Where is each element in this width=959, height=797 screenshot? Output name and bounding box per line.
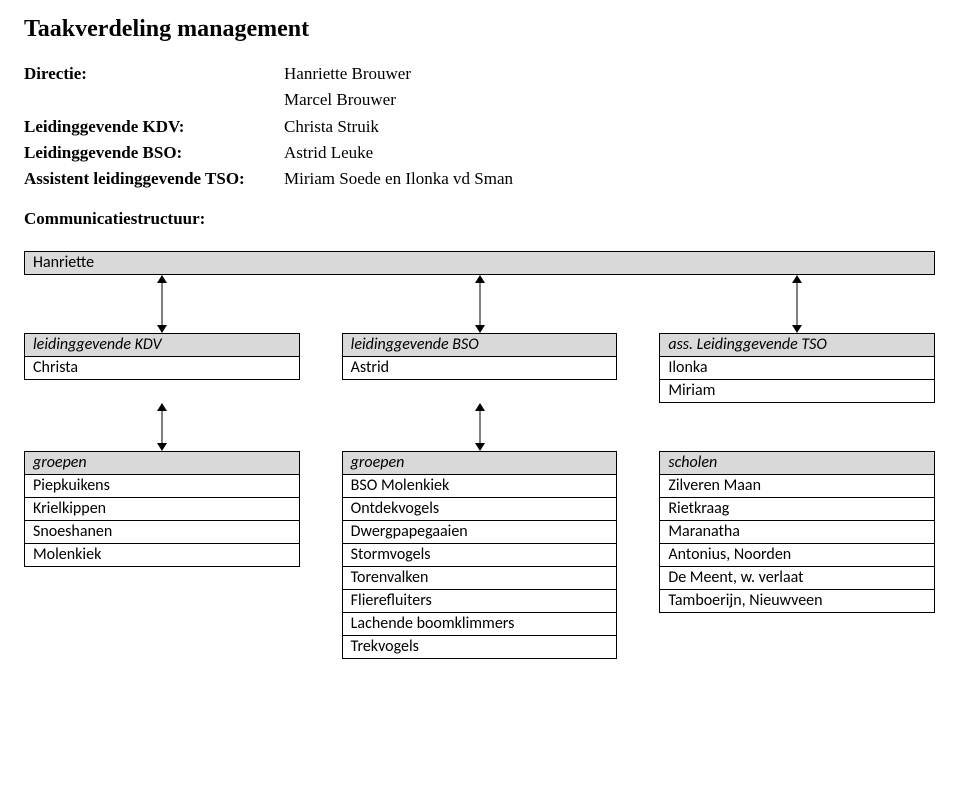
role-head: leidinggevende BSO [343, 334, 617, 357]
connector-cell [24, 403, 300, 451]
connector-cell [342, 275, 618, 333]
top-bar: Hanriette [24, 251, 935, 275]
group-item: Torenvalken [343, 566, 617, 589]
group-item: Dwergpapegaaien [343, 520, 617, 543]
group-head: scholen [660, 452, 934, 475]
role-bar: leidinggevende BSO Astrid [342, 333, 618, 380]
role-person: Ilonka [660, 357, 934, 379]
role-head: ass. Leidinggevende TSO [660, 334, 934, 357]
group-head: groepen [25, 452, 299, 475]
group-item: Flierefluiters [343, 589, 617, 612]
role-head: leidinggevende KDV [25, 334, 299, 357]
group-item: Antonius, Noorden [660, 543, 934, 566]
kv-value: Hanriette Brouwer [284, 61, 935, 87]
group-item: Piepkuikens [25, 475, 299, 497]
role-person: Astrid [343, 357, 617, 379]
connector-cell [24, 275, 300, 333]
kv-block: Directie:Hanriette Brouwer Marcel Brouwe… [24, 61, 935, 193]
role-person: Miriam [660, 379, 934, 402]
double-arrow-icon [777, 275, 817, 333]
double-arrow-icon [142, 275, 182, 333]
group-bar: groepen BSO Molenkiek Ontdekvogels Dwerg… [342, 451, 618, 659]
group-bar: scholen Zilveren Maan Rietkraag Maranath… [659, 451, 935, 613]
kv-value: Christa Struik [284, 114, 935, 140]
kv-label: Leidinggevende KDV: [24, 114, 284, 140]
group-item: Trekvogels [343, 635, 617, 658]
double-arrow-icon [460, 275, 500, 333]
double-arrow-icon [460, 403, 500, 451]
group-item: Maranatha [660, 520, 934, 543]
group-item: Rietkraag [660, 497, 934, 520]
kv-label: Directie: [24, 61, 284, 87]
connector-cell [342, 403, 618, 451]
role-bar: leidinggevende KDV Christa [24, 333, 300, 380]
group-item: Lachende boomklimmers [343, 612, 617, 635]
page-title: Taakverdeling management [24, 16, 935, 43]
top-bar-label: Hanriette [25, 252, 934, 274]
spacer-icon [777, 403, 817, 451]
groups-row: groepen Piepkuikens Krielkippen Snoeshan… [24, 451, 935, 659]
role-bar: ass. Leidinggevende TSO Ilonka Miriam [659, 333, 935, 403]
group-bar: groepen Piepkuikens Krielkippen Snoeshan… [24, 451, 300, 567]
kv-value: Marcel Brouwer [284, 87, 935, 113]
group-item: Snoeshanen [25, 520, 299, 543]
group-item: Ontdekvogels [343, 497, 617, 520]
group-head: groepen [343, 452, 617, 475]
group-item: Tamboerijn, Nieuwveen [660, 589, 934, 612]
org-chart: Hanriette leidinggevende KDV Christa lei… [24, 251, 935, 659]
connector-cell-empty [659, 403, 935, 451]
kv-label: Assistent leidinggevende TSO: [24, 166, 284, 192]
double-arrow-icon [142, 403, 182, 451]
kv-label: Leidinggevende BSO: [24, 140, 284, 166]
group-item: BSO Molenkiek [343, 475, 617, 497]
kv-value: Astrid Leuke [284, 140, 935, 166]
group-item: Stormvogels [343, 543, 617, 566]
connector-row-mid [24, 403, 935, 451]
connector-cell [659, 275, 935, 333]
group-item: Krielkippen [25, 497, 299, 520]
group-item: Zilveren Maan [660, 475, 934, 497]
kv-label [24, 87, 284, 113]
subhead: Communicatiestructuur: [24, 209, 935, 229]
group-item: Molenkiek [25, 543, 299, 566]
role-person: Christa [25, 357, 299, 379]
kv-value: Miriam Soede en Ilonka vd Sman [284, 166, 935, 192]
group-item: De Meent, w. verlaat [660, 566, 934, 589]
role-row: leidinggevende KDV Christa leidinggevend… [24, 333, 935, 403]
connector-row-top [24, 275, 935, 333]
